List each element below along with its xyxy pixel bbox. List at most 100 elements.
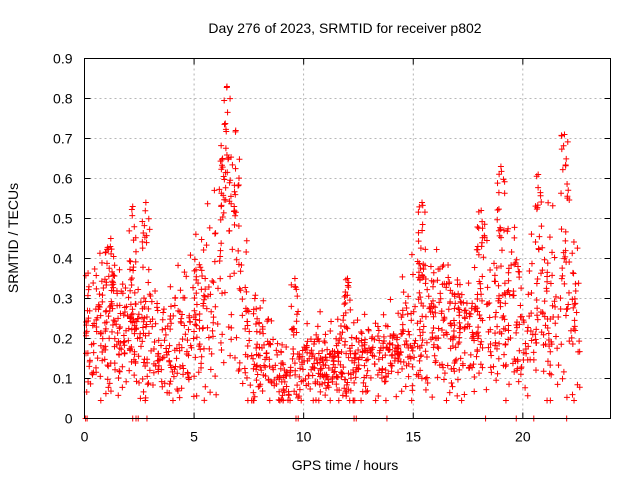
data-point-marker (221, 196, 228, 203)
x-axis-label: GPS time / hours (292, 457, 399, 473)
data-point-marker (520, 319, 527, 326)
data-point-marker (443, 284, 450, 291)
data-point-marker (101, 319, 108, 326)
data-point-marker (98, 329, 105, 336)
data-point-marker (502, 397, 509, 404)
data-point-marker (503, 361, 510, 368)
data-point-marker (145, 279, 152, 286)
data-point-marker (411, 340, 418, 347)
data-point-marker (558, 132, 565, 139)
data-point-marker (559, 166, 566, 173)
data-point-marker (548, 371, 555, 378)
data-point-marker (155, 350, 162, 357)
data-point-marker (399, 273, 406, 280)
data-point-marker (304, 349, 311, 356)
data-point-marker (140, 318, 147, 325)
data-point-marker (96, 250, 103, 257)
data-point-marker (393, 393, 400, 400)
data-point-marker (243, 237, 250, 244)
data-point-marker (534, 275, 541, 282)
data-point-marker (554, 345, 561, 352)
data-point-marker (256, 329, 263, 336)
data-point-marker (544, 278, 551, 285)
data-point-marker (552, 320, 559, 327)
data-point-marker (244, 342, 251, 349)
data-point-marker (197, 264, 204, 271)
data-point-marker (192, 311, 199, 318)
data-point-marker (425, 293, 432, 300)
data-point-marker (226, 198, 233, 205)
data-point-marker (205, 284, 212, 291)
data-point-marker (113, 341, 120, 348)
data-point-marker (93, 285, 100, 292)
data-point-marker (205, 334, 212, 341)
data-point-marker (185, 326, 192, 333)
data-point-marker (113, 287, 120, 294)
data-point-marker (133, 378, 140, 385)
data-point-marker (423, 374, 430, 381)
data-point-marker (312, 378, 319, 385)
data-point-marker (513, 256, 520, 263)
data-point-marker (460, 299, 467, 306)
data-point-marker (416, 357, 423, 364)
data-point-marker (294, 382, 301, 389)
data-point-marker (219, 214, 226, 221)
data-point-marker (563, 306, 570, 313)
data-point-marker (99, 357, 106, 364)
data-point-marker (287, 397, 294, 404)
data-point-marker (462, 307, 469, 314)
data-point-marker (564, 138, 571, 145)
data-point-marker (517, 313, 524, 320)
data-point-marker (109, 268, 116, 275)
data-point-marker (334, 386, 341, 393)
data-point-marker (177, 364, 184, 371)
data-point-marker (500, 313, 507, 320)
data-point-marker (420, 274, 427, 281)
data-point-marker (505, 277, 512, 284)
data-point-marker (345, 386, 352, 393)
data-point-marker (544, 260, 551, 267)
data-point-marker (329, 347, 336, 354)
data-point-marker (196, 325, 203, 332)
data-point-marker (261, 341, 268, 348)
data-point-marker (200, 345, 207, 352)
data-point-marker (469, 300, 476, 307)
data-point-marker (94, 314, 101, 321)
data-point-marker (383, 344, 390, 351)
data-point-marker (461, 324, 468, 331)
data-point-marker (380, 333, 387, 340)
data-point-marker (129, 319, 136, 326)
data-point-marker (317, 373, 324, 380)
data-point-marker (395, 310, 402, 317)
data-point-marker (155, 337, 162, 344)
data-point-marker (136, 379, 143, 386)
data-point-marker (93, 323, 100, 330)
data-point-marker (150, 360, 157, 367)
data-point-marker (454, 392, 461, 399)
data-point-marker (192, 321, 199, 328)
data-point-marker (417, 318, 424, 325)
data-point-marker (313, 331, 320, 338)
data-point-marker (532, 336, 539, 343)
data-point-marker (511, 224, 518, 231)
data-point-marker (188, 344, 195, 351)
data-point-marker (341, 293, 348, 300)
data-point-marker (505, 327, 512, 334)
data-point-marker (465, 280, 472, 287)
data-point-marker (433, 246, 440, 253)
data-point-marker (282, 372, 289, 379)
data-point-marker (115, 338, 122, 345)
data-point-marker (500, 227, 507, 234)
data-point-marker (570, 270, 577, 277)
data-point-marker (406, 331, 413, 338)
data-point-marker (135, 311, 142, 318)
data-point-marker (558, 275, 565, 282)
data-point-marker (129, 212, 136, 219)
data-point-marker (458, 397, 465, 404)
data-point-marker (276, 397, 283, 404)
data-point-marker (161, 337, 168, 344)
data-point-marker (561, 280, 568, 287)
data-point-marker (382, 367, 389, 374)
data-point-marker (231, 270, 238, 277)
data-point-marker (116, 302, 123, 309)
